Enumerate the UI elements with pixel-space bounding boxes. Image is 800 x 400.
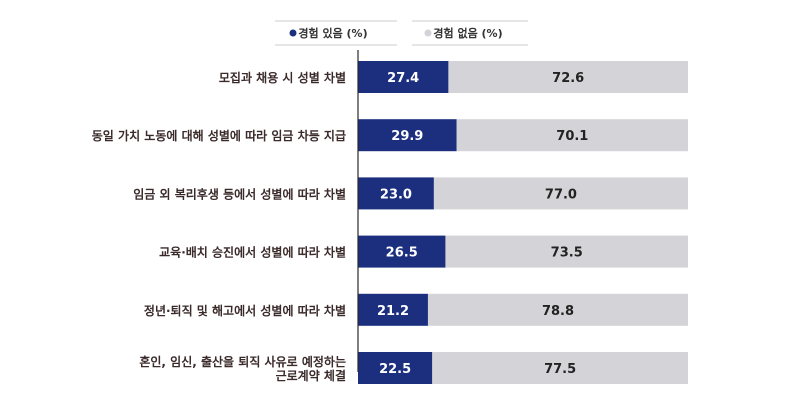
category-label: 근로계약 체결	[276, 368, 346, 383]
bars: 27.4 72.6 29.9 70.1 23.0 77.0 26.5 73.5 21.2 78.8…	[358, 61, 688, 384]
bar-segment	[432, 352, 688, 384]
data-label: 78.8	[542, 304, 574, 319]
data-label: 22.5	[379, 362, 411, 377]
legend: 경험 있음 (%) 경험 없음 (%)	[275, 20, 528, 46]
bar-segment	[358, 177, 434, 210]
bar-segment	[448, 61, 688, 93]
category-label: 혼인, 임신, 출산을 퇴직 사유로 예정하는	[139, 354, 346, 369]
category-label: 임금 외 복리후생 등에서 성별에 따라 차별	[133, 186, 346, 201]
bar-segment	[433, 177, 688, 210]
data-label: 72.6	[552, 71, 584, 86]
data-label: 27.4	[387, 71, 419, 86]
data-label: 26.5	[386, 246, 418, 261]
bar-segment	[456, 119, 688, 152]
category-label: 교육·배치 승진에서 성별에 따라 차별	[159, 245, 346, 260]
category-label: 모집과 채용 시 성별 차별	[219, 70, 346, 85]
category-label: 동일 가치 노동에 대해 성별에 따라 임금 차등 지급	[92, 128, 346, 143]
category-label: 정년·퇴직 및 해고에서 성별에 따라 차별	[144, 303, 346, 318]
data-label: 70.1	[556, 129, 588, 144]
bar-segment	[358, 61, 449, 93]
data-label: 29.9	[391, 129, 423, 144]
data-label: 77.0	[545, 187, 577, 202]
legend-label: 경험 없음 (%)	[433, 26, 502, 40]
bar-segment	[358, 235, 446, 268]
legend-label: 경험 있음 (%)	[298, 26, 367, 40]
bar-segment	[445, 235, 688, 268]
bar-segment	[358, 293, 428, 326]
bar-segment	[358, 119, 457, 152]
data-label: 73.5	[551, 246, 583, 261]
data-label: 23.0	[380, 187, 412, 202]
legend-marker	[289, 29, 297, 37]
bar-segment	[427, 293, 688, 326]
data-label: 21.2	[377, 304, 409, 319]
bar-segment	[358, 352, 433, 384]
data-label: 77.5	[544, 362, 576, 377]
legend-marker	[424, 29, 432, 37]
